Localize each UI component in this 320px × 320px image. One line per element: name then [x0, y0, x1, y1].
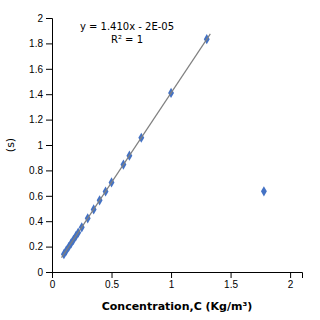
tick: 0.2 — [29, 241, 52, 252]
tick: 1.4 — [29, 89, 52, 100]
tick-label: 0 — [37, 267, 43, 278]
tick-label: 1.4 — [29, 89, 43, 100]
tick-mark — [46, 145, 52, 146]
tick-mark — [46, 18, 52, 19]
tick: 0.4 — [29, 216, 52, 227]
tick-label: 1.2 — [29, 114, 43, 125]
chart-container: 0 0.5 1 1.5 2 0 0.2 0.4 0.6 0.8 1 1.2 1.4 1.6 1.8 2 y = … — [0, 0, 320, 320]
tick-mark — [46, 43, 52, 44]
axis-line — [46, 19, 53, 273]
tick-label: 0.6 — [29, 191, 43, 202]
trendline — [62, 34, 211, 258]
tick: 0.5 — [105, 272, 119, 290]
tick: 1.6 — [29, 64, 52, 75]
tick-label: 1 — [37, 140, 43, 151]
tick-mark — [46, 120, 52, 121]
tick-mark — [46, 221, 52, 222]
tick: 1.2 — [29, 114, 52, 125]
tick: 2 — [288, 272, 294, 290]
tick-label: 0.8 — [29, 165, 43, 176]
tick: 1 — [169, 272, 175, 290]
tick-mark — [171, 272, 172, 278]
y-axis-title: (s) — [4, 138, 17, 152]
tick: 1 — [37, 140, 52, 151]
tick-mark — [46, 272, 52, 273]
point — [261, 186, 267, 196]
tick-label: 2 — [288, 279, 294, 290]
annotation-line: y = 1.410x - 2E-05 — [80, 21, 174, 32]
plot: 0 0.5 1 1.5 2 0 0.2 0.4 0.6 0.8 1 1.2 1.4 1.6 1.8 2 y = … — [29, 13, 302, 290]
tick-mark — [290, 272, 291, 278]
marks — [61, 34, 267, 259]
tick-label: 1.8 — [29, 38, 43, 49]
tick: 1.5 — [224, 272, 238, 290]
tick: 1.8 — [29, 38, 52, 49]
tick-mark — [231, 272, 232, 278]
tick-label: 0.2 — [29, 241, 43, 252]
tick-label: 0 — [50, 279, 56, 290]
x-axis: 0 0.5 1 1.5 2 — [50, 272, 303, 290]
tick-mark — [46, 94, 52, 95]
tick: 2 — [37, 13, 52, 24]
x-axis-title: Concentration,C (Kg/m³) — [102, 300, 253, 313]
tick-mark — [46, 196, 52, 197]
tick-mark — [46, 170, 52, 171]
tick-mark — [46, 69, 52, 70]
tick-mark — [112, 272, 113, 278]
y-axis: 0 0.2 0.4 0.6 0.8 1 1.2 1.4 1.6 1.8 2 — [29, 13, 52, 278]
tick: 0 — [37, 267, 52, 278]
tick-label: 2 — [37, 13, 43, 24]
annotation-line: R² = 1 — [111, 34, 143, 45]
tick: 0.8 — [29, 165, 52, 176]
axis-line — [53, 273, 303, 279]
tick-label: 1 — [169, 279, 175, 290]
chart-svg: 0 0.5 1 1.5 2 0 0.2 0.4 0.6 0.8 1 1.2 1.4 1.6 1.8 2 y = … — [0, 0, 320, 320]
tick-label: 1.6 — [29, 64, 43, 75]
tick-mark — [46, 247, 52, 248]
tick-label: 1.5 — [224, 279, 238, 290]
tick-label: 0.5 — [105, 279, 119, 290]
tick: 0.6 — [29, 191, 52, 202]
annotation: y = 1.410x - 2E-05 R² = 1 — [80, 21, 174, 45]
tick: 0 — [50, 272, 56, 290]
tick-label: 0.4 — [29, 216, 43, 227]
